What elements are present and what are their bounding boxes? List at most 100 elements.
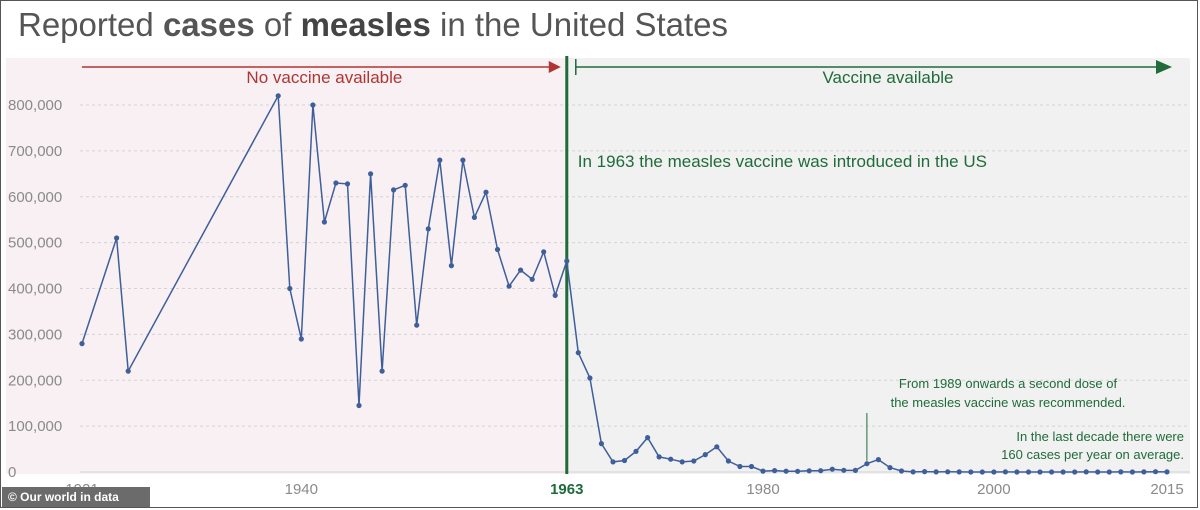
data-point — [494, 246, 501, 253]
data-point — [518, 267, 524, 273]
x-tick-label: 2015 — [1150, 481, 1183, 498]
data-point — [471, 214, 477, 220]
data-point — [356, 402, 362, 409]
data-point — [748, 463, 755, 470]
data-point — [1129, 469, 1135, 475]
data-point — [275, 93, 281, 99]
y-tick-label: 400,000 — [8, 281, 62, 298]
data-point — [795, 468, 801, 474]
data-point — [1014, 469, 1020, 475]
data-point — [806, 468, 812, 474]
data-point — [656, 454, 662, 460]
data-point — [1141, 469, 1147, 475]
y-tick-label: 0 — [8, 464, 16, 481]
data-point — [1152, 469, 1159, 475]
data-point — [645, 435, 651, 441]
data-point — [460, 157, 466, 163]
data-point — [818, 468, 824, 474]
y-tick-label: 300,000 — [8, 326, 62, 343]
data-point — [425, 226, 431, 232]
chart-title: Reported cases of measles in the United … — [18, 6, 729, 43]
x-tick-label: 2000 — [977, 481, 1010, 498]
data-point — [344, 181, 351, 187]
data-point — [610, 459, 616, 465]
data-point — [829, 466, 835, 472]
data-point — [887, 465, 893, 471]
data-point — [125, 368, 131, 374]
data-point — [910, 469, 916, 475]
vaccine-introduced-note: In 1963 the measles vaccine was introduc… — [578, 152, 987, 171]
data-point — [564, 258, 570, 264]
data-point — [552, 292, 558, 298]
data-point — [541, 249, 547, 255]
data-point — [725, 458, 732, 464]
x-tick-label: 1940 — [285, 481, 318, 498]
post-vaccine-background — [566, 58, 1190, 474]
data-point — [298, 336, 304, 342]
data-point — [448, 263, 454, 269]
y-tick-label: 600,000 — [8, 189, 62, 206]
data-point — [587, 375, 593, 381]
data-point — [414, 322, 420, 328]
data-point — [598, 441, 605, 447]
data-point — [933, 469, 939, 475]
data-point — [772, 468, 778, 474]
data-point — [114, 235, 120, 241]
pre-vaccine-background — [6, 58, 567, 474]
x-tick-label: 1963 — [550, 481, 583, 498]
data-point — [783, 468, 789, 474]
data-point — [368, 171, 374, 177]
data-point — [1118, 469, 1124, 475]
data-point — [287, 285, 293, 292]
data-point — [679, 459, 685, 465]
data-point — [956, 469, 962, 475]
data-point — [702, 452, 708, 458]
last-decade-note-line1: In the last decade there were — [1016, 429, 1184, 444]
data-point — [1049, 469, 1055, 475]
data-point — [945, 469, 951, 475]
y-tick-label: 500,000 — [8, 235, 62, 252]
data-point — [968, 469, 974, 475]
data-point — [991, 469, 997, 475]
data-point — [668, 456, 674, 462]
data-point — [321, 219, 327, 225]
data-point — [1025, 469, 1032, 475]
data-point — [1072, 469, 1078, 475]
data-point — [633, 448, 639, 454]
data-point — [437, 157, 443, 163]
data-point — [575, 350, 581, 356]
data-point — [1095, 469, 1101, 475]
data-point — [310, 102, 316, 108]
data-point — [875, 457, 882, 463]
x-tick-label: 1980 — [746, 481, 779, 498]
data-point — [760, 468, 766, 474]
no-vaccine-arrowhead — [548, 61, 561, 73]
data-point — [333, 180, 339, 186]
y-tick-label: 200,000 — [8, 372, 62, 389]
y-tick-label: 800,000 — [8, 97, 62, 114]
data-point — [841, 467, 847, 473]
last-decade-note-line2: 160 cases per year on average. — [1001, 447, 1184, 462]
data-point — [691, 458, 697, 464]
data-point — [737, 463, 743, 470]
data-point — [1164, 469, 1170, 475]
data-point — [402, 182, 408, 188]
y-axis-labels: 0 100,000 200,000 300,000 400,000 500,000 600,… — [8, 97, 62, 481]
y-tick-label: 700,000 — [8, 143, 62, 160]
data-point — [79, 341, 85, 347]
vaccine-label: Vaccine available — [822, 68, 953, 87]
annotations: No vaccine available Vaccine available In … — [246, 68, 1184, 462]
data-points — [79, 93, 1170, 475]
second-dose-note-line2: the measles vaccine was recommended. — [891, 395, 1126, 410]
data-point — [898, 468, 905, 474]
data-point — [529, 276, 535, 282]
data-point — [1002, 469, 1009, 475]
x-axis-labels: 192119401963198020002015 — [65, 481, 1183, 498]
title-keyword-cases: cases — [162, 6, 255, 43]
no-vaccine-label: No vaccine available — [246, 68, 402, 87]
data-point — [852, 467, 859, 473]
data-point — [714, 444, 720, 450]
second-dose-note-line1: From 1989 onwards a second dose of — [899, 376, 1118, 391]
